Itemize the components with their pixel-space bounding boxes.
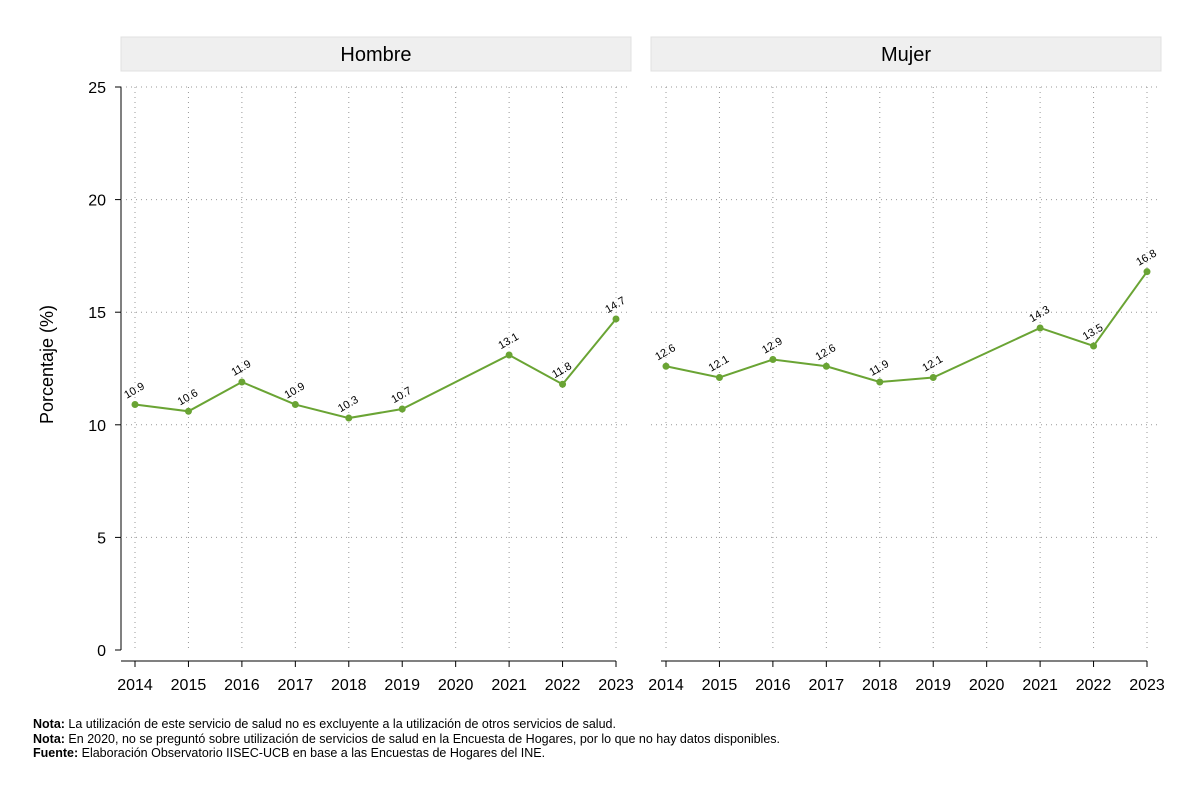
x-tick-label: 2019 [384,677,420,694]
data-point [769,355,777,363]
data-point [662,362,670,370]
x-tick-label: 2020 [438,677,474,694]
data-point [291,401,299,409]
x-tick-label: 2019 [915,677,951,694]
chart-notes: Nota: La utilización de este servicio de… [33,717,1183,761]
data-label: 12.1 [707,353,732,374]
x-tick-label: 2023 [1129,677,1165,694]
data-label: 12.6 [653,342,678,363]
x-tick-label: 2018 [331,677,367,694]
panel-title: Mujer [881,44,931,66]
data-point [559,380,567,388]
x-tick-label: 2021 [1022,677,1058,694]
data-label: 12.1 [920,353,945,374]
panel-strip [120,36,632,72]
y-tick-label: 10 [88,418,106,435]
data-label: 12.9 [760,335,785,356]
x-tick-label: 2023 [598,677,634,694]
data-point [184,407,192,415]
y-tick-label: 5 [97,530,106,547]
note-line-2: Nota: En 2020, no se preguntó sobre util… [33,732,1183,747]
note-text: En 2020, no se preguntó sobre utilizació… [64,731,780,746]
data-label: 12.6 [814,342,839,363]
data-point [1036,324,1044,332]
x-tick-label: 2018 [862,677,898,694]
y-tick-label: 20 [88,193,106,210]
data-label: 14.3 [1027,304,1052,325]
data-label: 10.3 [336,394,361,415]
data-point [1143,268,1151,276]
note-line-1: Nota: La utilización de este servicio de… [33,717,1183,732]
data-label: 11.9 [229,358,253,379]
x-tick-label: 2014 [648,677,684,694]
data-point [505,351,513,359]
source-label: Fuente: [33,746,79,760]
y-tick-label: 25 [88,80,106,97]
data-point [398,405,406,413]
note-text: La utilización de este servicio de salud… [64,717,616,731]
y-axis-title: Porcentaje (%) [37,305,57,424]
data-label: 10.9 [122,380,147,401]
data-point [929,374,937,382]
data-label: 11.9 [867,358,891,379]
note-label: Nota: [33,731,65,746]
data-point [238,378,246,386]
panel-title: Hombre [340,44,411,66]
faceted-line-chart: Porcentaje (%) 0 5 10 15 20 25 Hombre 2014 2015 20… [37,36,1165,694]
data-point [1090,342,1098,350]
x-tick-label: 2022 [1076,677,1112,694]
data-point [715,374,723,382]
panel-strip [650,36,1162,72]
x-tick-label: 2015 [171,677,207,694]
data-point [876,378,884,386]
data-point [131,401,139,409]
data-label: 13.1 [496,331,521,352]
data-point [612,315,620,323]
data-point [345,414,353,422]
x-tick-label: 2022 [545,677,581,694]
x-tick-label: 2017 [809,677,845,694]
x-tick-label: 2016 [755,677,791,694]
data-label: 16.8 [1134,248,1159,269]
data-point [822,362,830,370]
data-label: 13.5 [1081,322,1106,343]
x-tick-label: 2016 [224,677,260,694]
y-tick-label: 0 [97,643,106,660]
note-label: Nota: [33,717,65,731]
source-line: Fuente: Elaboración Observatorio IISEC-U… [33,746,1183,761]
x-tick-label: 2015 [702,677,738,694]
x-tick-label: 2017 [278,677,314,694]
series-line [665,271,1148,384]
x-tick-label: 2021 [491,677,527,694]
data-label: 10.9 [283,380,308,401]
y-tick-label: 15 [88,305,106,322]
data-label: 10.6 [176,387,201,408]
series-line [134,318,617,420]
source-text: Elaboración Observatorio IISEC-UCB en ba… [78,746,546,760]
x-tick-label: 2014 [117,677,153,694]
x-tick-label: 2020 [969,677,1005,694]
